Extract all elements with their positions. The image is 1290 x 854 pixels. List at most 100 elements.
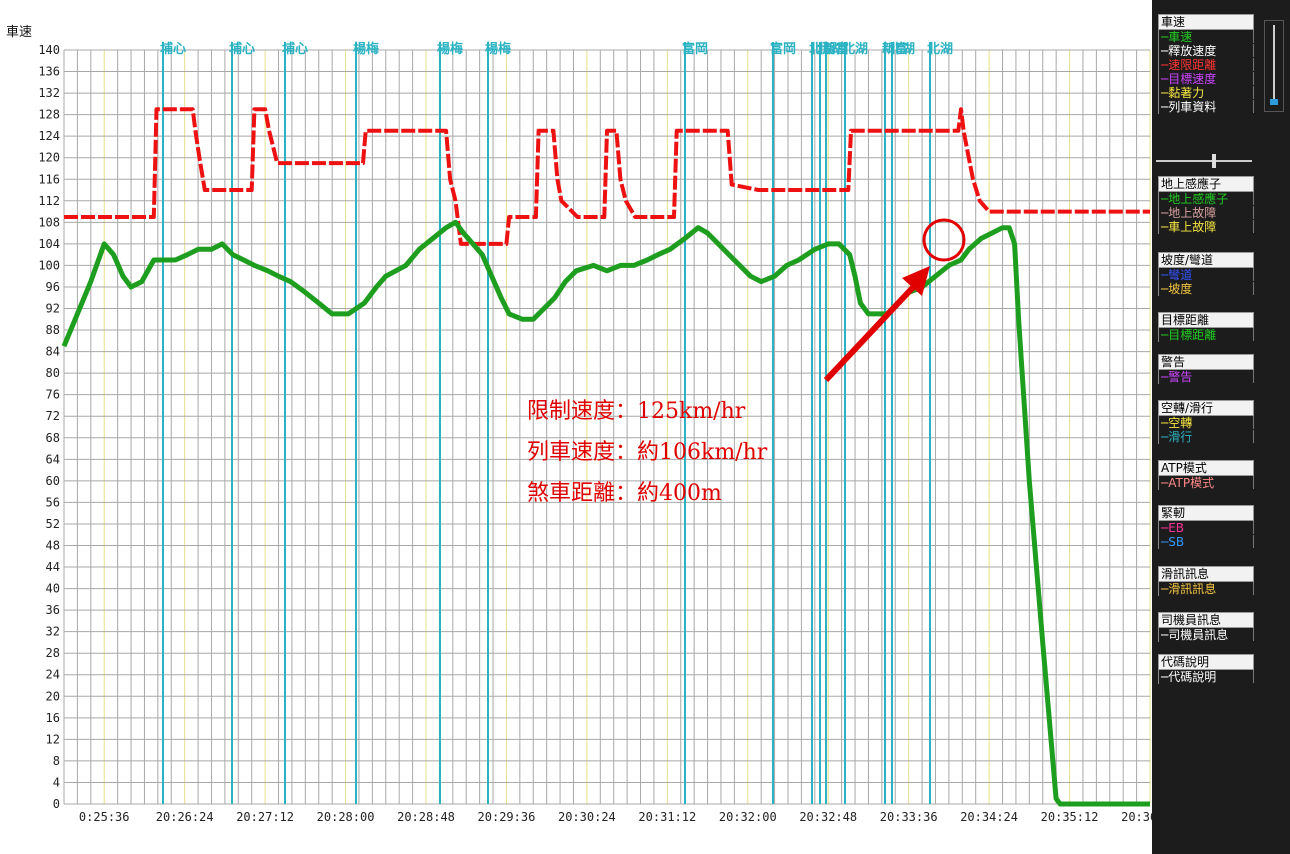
legend-checkbox[interactable]: [1253, 30, 1254, 43]
legend-item[interactable]: ─列車資料: [1158, 100, 1254, 114]
y-tick-label: 44: [46, 560, 60, 574]
legend-item-label: ─坡度: [1161, 282, 1193, 296]
legend-checkbox[interactable]: [1253, 268, 1254, 281]
legend-checkbox[interactable]: [1253, 476, 1254, 489]
legend-group: 空轉/滑行─空轉 ✓ ─滑行 ✓: [1158, 400, 1254, 444]
slider-knob[interactable]: [1212, 154, 1216, 168]
station-label: 埔心: [160, 41, 186, 57]
legend-group-title: 坡度/彎道: [1158, 252, 1254, 268]
slider-knob[interactable]: [1270, 99, 1278, 105]
legend-item[interactable]: ─黏著力: [1158, 86, 1254, 100]
legend-item[interactable]: ─目標速度: [1158, 72, 1254, 86]
station-label: 楊梅: [437, 41, 463, 57]
legend-item[interactable]: ─EB ✓: [1158, 521, 1254, 535]
station-label: 北湖: [889, 42, 915, 57]
legend-checkbox[interactable]: [1253, 328, 1254, 341]
legend-item[interactable]: ─空轉 ✓: [1158, 416, 1254, 430]
chart-grid: [63, 49, 1151, 805]
legend-item[interactable]: ─釋放速度: [1158, 44, 1254, 58]
annotation-brake-distance: 煞車距離：約400m: [527, 481, 722, 506]
legend-checkbox[interactable]: [1253, 206, 1254, 219]
station-label: 富岡: [770, 41, 796, 57]
legend-item-label: ─列車資料: [1161, 100, 1217, 114]
zoom-slider-horizontal[interactable]: [1156, 152, 1252, 170]
legend-checkbox[interactable]: [1253, 192, 1254, 205]
legend-group-title: 空轉/滑行: [1158, 400, 1254, 416]
legend-group: 司機員訊息 ─司機員訊息: [1158, 612, 1254, 642]
y-tick-label: 24: [46, 668, 60, 682]
y-tick-label: 76: [46, 388, 60, 402]
x-tick-label: 20:27:12: [236, 810, 294, 824]
legend-item[interactable]: ─司機員訊息: [1158, 628, 1254, 642]
legend-group-title: 代碼說明: [1158, 654, 1254, 670]
y-tick-label: 132: [38, 86, 60, 100]
station-label: 楊梅: [353, 41, 379, 57]
annotation-arrow-shaft: [823, 279, 921, 383]
legend-checkbox[interactable]: ✓: [1253, 535, 1254, 548]
x-axis-ticks: 0:25:36 20:26:24 20:27:12 20:28:00 20:28:48 2…: [79, 810, 1152, 824]
station-label: 埔心: [229, 41, 255, 57]
legend-checkbox[interactable]: [1253, 44, 1254, 57]
y-tick-label: 120: [38, 151, 60, 165]
y-tick-label: 28: [46, 646, 60, 660]
legend-item[interactable]: ─彎道: [1158, 268, 1254, 282]
y-tick-label: 84: [46, 345, 60, 359]
y-tick-label: 8: [53, 754, 60, 768]
legend-item-label: ─EB: [1161, 521, 1185, 535]
legend-item-label: ─警告: [1161, 370, 1193, 384]
chart-series: [61, 107, 1150, 807]
legend-item[interactable]: ─ATP模式: [1158, 476, 1254, 490]
legend-item[interactable]: ─地上故障: [1158, 206, 1254, 220]
y-tick-label: 0: [53, 797, 60, 811]
zoom-slider-vertical[interactable]: [1264, 20, 1284, 112]
legend-checkbox[interactable]: [1253, 582, 1254, 595]
x-tick-label: 20:26:24: [156, 810, 214, 824]
legend-item[interactable]: ─地上感應子: [1158, 192, 1254, 206]
legend-item[interactable]: ─代碼說明: [1158, 670, 1254, 684]
legend-checkbox[interactable]: [1253, 628, 1254, 641]
legend-checkbox[interactable]: ✓: [1253, 430, 1254, 443]
legend-group-title: ATP模式: [1158, 460, 1254, 476]
legend-checkbox[interactable]: ✓: [1253, 416, 1254, 429]
legend-item-label: ─地上故障: [1161, 206, 1217, 220]
annotation-train-speed: 列車速度：約106km/hr: [527, 440, 768, 465]
x-tick-label: 0:25:36: [79, 810, 130, 824]
legend-item[interactable]: ─坡度: [1158, 282, 1254, 296]
legend-item[interactable]: ─滑訊訊息: [1158, 582, 1254, 596]
legend-checkbox[interactable]: [1253, 86, 1254, 99]
legend-group: 滑訊訊息 ─滑訊訊息: [1158, 566, 1254, 596]
series-line: [61, 219, 1150, 807]
legend-group-title: 車速: [1158, 14, 1254, 30]
legend-item[interactable]: ─速限距離 ✓: [1158, 58, 1254, 72]
station-label: 北湖: [809, 42, 835, 57]
y-tick-label: 124: [38, 129, 60, 143]
legend-checkbox[interactable]: [1253, 220, 1254, 233]
station-label: 富岡: [682, 41, 708, 57]
legend-item-label: ─目標速度: [1161, 72, 1217, 86]
y-tick-label: 36: [46, 603, 60, 617]
y-tick-label: 68: [46, 431, 60, 445]
legend-checkbox[interactable]: [1253, 670, 1254, 683]
legend-item[interactable]: ─車速: [1158, 30, 1254, 44]
legend-item[interactable]: ─車上故障: [1158, 220, 1254, 234]
legend-item[interactable]: ─目標距離: [1158, 328, 1254, 342]
legend-checkbox[interactable]: [1253, 282, 1254, 295]
legend-checkbox[interactable]: [1253, 370, 1254, 383]
x-tick-label: 20:32:48: [799, 810, 857, 824]
legend-item-label: ─釋放速度: [1161, 44, 1217, 58]
legend-item-label: ─地上感應子: [1161, 192, 1229, 206]
legend-group-title: 警告: [1158, 354, 1254, 370]
y-tick-label: 92: [46, 302, 60, 316]
legend-checkbox[interactable]: [1253, 72, 1254, 85]
legend-checkbox[interactable]: ✓: [1253, 58, 1254, 71]
y-tick-label: 48: [46, 538, 60, 552]
legend-checkbox[interactable]: [1253, 100, 1254, 113]
legend-item[interactable]: ─SB ✓: [1158, 535, 1254, 549]
legend-item[interactable]: ─警告: [1158, 370, 1254, 384]
legend-checkbox[interactable]: ✓: [1253, 521, 1254, 534]
y-tick-label: 72: [46, 409, 60, 423]
legend-item[interactable]: ─滑行 ✓: [1158, 430, 1254, 444]
legend-group-title: 滑訊訊息: [1158, 566, 1254, 582]
y-tick-label: 64: [46, 452, 60, 466]
legend-panel: 車速─車速─釋放速度─速限距離 ✓ ─目標速度─黏著力─列車資料地上感應子─地上感應…: [1152, 0, 1290, 854]
